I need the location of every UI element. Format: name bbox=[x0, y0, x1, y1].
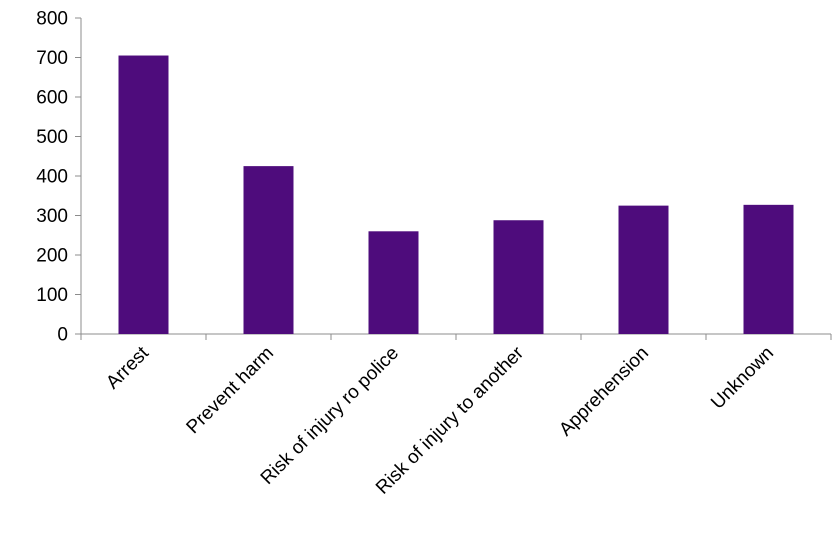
x-category-label: Apprehension bbox=[555, 343, 653, 441]
y-tick-label: 0 bbox=[57, 325, 68, 346]
y-tick-label: 600 bbox=[36, 88, 68, 109]
y-axis: 0 100 200 300 400 500 600 700 800 bbox=[36, 9, 82, 346]
y-tick-label: 100 bbox=[36, 285, 68, 306]
y-tick-label: 300 bbox=[36, 206, 68, 227]
bar-4 bbox=[618, 205, 669, 334]
bar-5 bbox=[743, 204, 794, 334]
bars bbox=[118, 55, 794, 335]
x-category-label: Risk of injury to another bbox=[372, 342, 528, 498]
x-category-label: Risk of injury ro police bbox=[257, 343, 403, 489]
y-tick-label: 800 bbox=[36, 9, 68, 30]
x-axis bbox=[80, 333, 832, 340]
bar-0 bbox=[118, 55, 169, 335]
y-tick-label: 500 bbox=[36, 127, 68, 148]
x-category-label: Unknown bbox=[707, 343, 778, 414]
y-tick-label: 200 bbox=[36, 246, 68, 267]
bar-3 bbox=[493, 220, 544, 334]
x-category-label: Arrest bbox=[102, 342, 153, 393]
y-tick-label: 400 bbox=[36, 167, 68, 188]
bar-2 bbox=[368, 231, 419, 334]
bar-1 bbox=[243, 166, 294, 334]
y-tick-label: 700 bbox=[36, 48, 68, 69]
x-category-label: Prevent harm bbox=[183, 343, 278, 438]
